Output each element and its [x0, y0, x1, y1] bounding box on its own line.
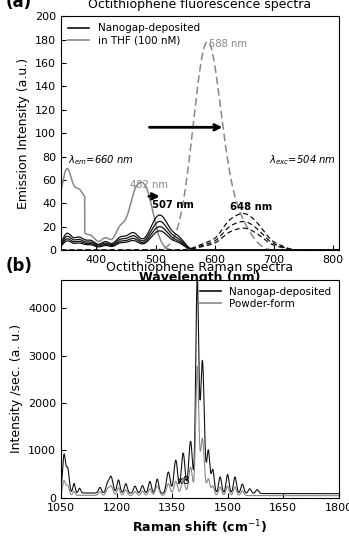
Legend: Nanogap-deposited, in THF (100 nM): Nanogap-deposited, in THF (100 nM) — [66, 22, 202, 47]
Text: 648 nm: 648 nm — [230, 202, 273, 213]
Text: (b): (b) — [6, 257, 32, 275]
Text: $\lambda_{exc}$=504 nm: $\lambda_{exc}$=504 nm — [269, 153, 336, 167]
Y-axis label: Intensity /sec. (a. u.): Intensity /sec. (a. u.) — [9, 324, 23, 454]
Text: 588 nm: 588 nm — [209, 39, 247, 48]
X-axis label: Raman shift (cm$^{-1}$): Raman shift (cm$^{-1}$) — [132, 518, 268, 536]
Text: 507 nm: 507 nm — [152, 200, 194, 210]
Title: Octithiophene fluorescence spectra: Octithiophene fluorescence spectra — [88, 0, 311, 11]
Title: Octithiophene Raman spectra: Octithiophene Raman spectra — [106, 261, 294, 274]
Y-axis label: Emission Intensity (a.u.): Emission Intensity (a.u.) — [16, 58, 30, 209]
Text: $\lambda_{em}$=660 nm: $\lambda_{em}$=660 nm — [68, 153, 134, 167]
Text: (a): (a) — [6, 0, 32, 11]
X-axis label: Wavelength (nm): Wavelength (nm) — [139, 271, 261, 284]
Text: 482 nm: 482 nm — [129, 180, 168, 190]
Legend: Nanogap-deposited, Powder-form: Nanogap-deposited, Powder-form — [198, 285, 333, 311]
Text: x8: x8 — [177, 476, 191, 486]
